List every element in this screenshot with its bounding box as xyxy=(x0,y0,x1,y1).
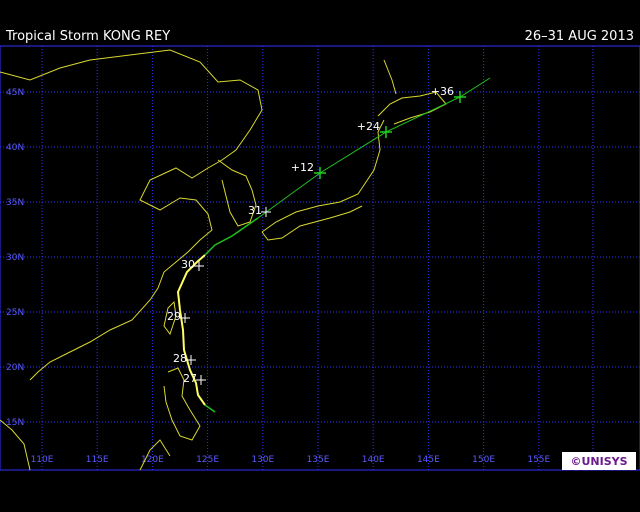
grid: 45N 40N 35N 30N 25N 20N 15N 110E 115E 120E 125E 130… xyxy=(0,46,640,470)
map-frame xyxy=(0,45,640,471)
lon-label: 145E xyxy=(417,455,440,465)
day-label: 28 xyxy=(173,352,187,365)
copyright-box xyxy=(562,452,636,470)
position-marker xyxy=(261,207,271,217)
track-weakening xyxy=(204,217,259,256)
forecast-marker xyxy=(380,126,392,138)
lat-label: 20N xyxy=(6,363,24,373)
forecast-label: +36 xyxy=(431,85,454,98)
lat-label: 40N xyxy=(6,143,24,153)
position-marker xyxy=(194,261,204,271)
coast-hokkaido xyxy=(377,91,447,125)
coast-taiwan xyxy=(163,300,177,336)
coast-borneo xyxy=(139,439,171,471)
track-early xyxy=(204,404,216,413)
coast-china xyxy=(0,49,263,381)
lon-label: 130E xyxy=(251,455,274,465)
lon-label: 135E xyxy=(307,455,330,465)
lon-label: 125E xyxy=(196,455,219,465)
coast-japan-honshu xyxy=(261,119,385,233)
coast-korea xyxy=(217,159,257,227)
title: Tropical Storm KONG REY xyxy=(5,29,170,44)
track-storm xyxy=(176,254,206,406)
track-labels: 27 28 29 30 31 +12 +24 +36 xyxy=(167,85,466,385)
forecast-label: +24 xyxy=(357,120,380,133)
lon-label: 150E xyxy=(472,455,495,465)
lon-label: 155E xyxy=(527,455,550,465)
lat-label: 15N xyxy=(6,418,24,428)
lat-label: 25N xyxy=(6,308,24,318)
position-marker xyxy=(186,355,196,365)
date-range: 26–31 AUG 2013 xyxy=(525,29,634,44)
lat-label: 35N xyxy=(6,198,24,208)
lon-label: 110E xyxy=(31,455,54,465)
forecast-label: +12 xyxy=(291,161,314,174)
lat-label: 45N xyxy=(6,88,24,98)
day-label: 29 xyxy=(167,310,181,323)
coast-sakhalin xyxy=(383,59,397,95)
coast-japan-south xyxy=(261,205,363,241)
coast-left xyxy=(0,419,31,471)
position-marker xyxy=(196,375,206,385)
coast-luzon xyxy=(163,367,201,441)
lon-label: 140E xyxy=(362,455,385,465)
position-marker xyxy=(180,313,190,323)
copyright: ©UNISYS xyxy=(570,455,627,468)
day-label: 27 xyxy=(183,372,197,385)
forecast-marker xyxy=(314,167,326,179)
lon-label: 120E xyxy=(141,455,164,465)
coastlines xyxy=(0,49,447,471)
lat-label: 30N xyxy=(6,253,24,263)
lon-label: 115E xyxy=(86,455,109,465)
forecast-marker xyxy=(454,91,466,103)
day-label: 30 xyxy=(181,258,195,271)
day-label: 31 xyxy=(248,204,262,217)
